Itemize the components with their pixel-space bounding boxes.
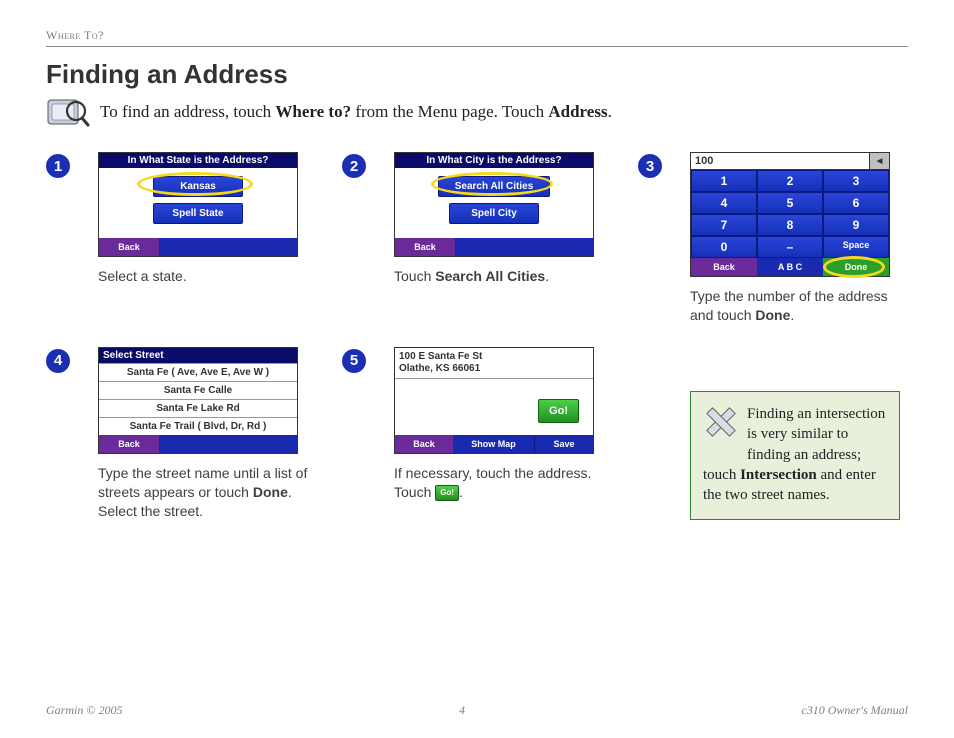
- footer-spacer: [159, 435, 297, 453]
- tip-cell: Finding an intersection is very similar …: [690, 391, 910, 520]
- key-3[interactable]: 3: [823, 170, 889, 192]
- key-0[interactable]: 0: [691, 236, 757, 258]
- step-4-screen-header: Select Street: [99, 348, 297, 363]
- spell-state-button[interactable]: Spell State: [153, 203, 243, 224]
- search-all-cities-button[interactable]: Search All Cities: [438, 176, 551, 197]
- page-title: Finding an Address: [46, 59, 908, 90]
- address-title: 100 E Santa Fe St Olathe, KS 66061: [395, 348, 593, 379]
- key-space[interactable]: Space: [823, 236, 889, 258]
- key-5[interactable]: 5: [757, 192, 823, 214]
- step-3-block: 100 ◄ 1 2 3 4 5 6 7 8 9 0 – Space Back A…: [690, 152, 910, 325]
- street-item[interactable]: Santa Fe Lake Rd: [99, 399, 297, 417]
- key-6[interactable]: 6: [823, 192, 889, 214]
- footer-page-number: 4: [459, 703, 465, 718]
- step-number-2: 2: [342, 154, 366, 178]
- step-1-caption: Select a state.: [98, 267, 318, 286]
- backspace-button[interactable]: ◄: [869, 153, 889, 169]
- step-number-3: 3: [638, 154, 662, 178]
- street-item[interactable]: Santa Fe Trail ( Blvd, Dr, Rd ): [99, 417, 297, 435]
- step-1-screen-header: In What State is the Address?: [99, 153, 297, 168]
- state-button[interactable]: Kansas: [153, 176, 243, 197]
- street-item[interactable]: Santa Fe Calle: [99, 381, 297, 399]
- key-4[interactable]: 4: [691, 192, 757, 214]
- go-button[interactable]: Go!: [538, 399, 579, 423]
- back-button[interactable]: Back: [99, 238, 159, 256]
- save-button[interactable]: Save: [534, 435, 593, 453]
- intersection-tip-box: Finding an intersection is very similar …: [690, 391, 900, 520]
- step-1-screen: In What State is the Address? Kansas Spe…: [98, 152, 298, 257]
- back-button[interactable]: Back: [395, 435, 453, 453]
- step-2-block: In What City is the Address? Search All …: [394, 152, 614, 286]
- step-5-screen: 100 E Santa Fe St Olathe, KS 66061 Go! B…: [394, 347, 594, 454]
- intersection-icon: [703, 404, 739, 446]
- step-number-5: 5: [342, 349, 366, 373]
- done-button[interactable]: Done: [823, 258, 889, 276]
- back-button[interactable]: Back: [395, 238, 455, 256]
- key-1[interactable]: 1: [691, 170, 757, 192]
- key-9[interactable]: 9: [823, 214, 889, 236]
- key-2[interactable]: 2: [757, 170, 823, 192]
- spell-city-button[interactable]: Spell City: [449, 203, 539, 224]
- footer-manual-title: c310 Owner's Manual: [801, 703, 908, 718]
- go-button-inline-icon: Go!: [435, 485, 459, 502]
- step-5-caption: If necessary, touch the address. Touch G…: [394, 464, 614, 502]
- step-number-1: 1: [46, 154, 70, 178]
- key-dash[interactable]: –: [757, 236, 823, 258]
- footer-spacer: [159, 238, 297, 256]
- steps-grid: 1 In What State is the Address? Kansas S…: [46, 152, 908, 520]
- header-rule: [46, 46, 908, 47]
- key-8[interactable]: 8: [757, 214, 823, 236]
- step-4-caption: Type the street name until a list of str…: [98, 464, 318, 521]
- step-4-block: Select Street Santa Fe ( Ave, Ave E, Ave…: [98, 347, 318, 521]
- back-button[interactable]: Back: [99, 435, 159, 453]
- step-4-screen: Select Street Santa Fe ( Ave, Ave E, Ave…: [98, 347, 298, 454]
- step-number-4: 4: [46, 349, 70, 373]
- step-5-block: 100 E Santa Fe St Olathe, KS 66061 Go! B…: [394, 347, 614, 502]
- abc-button[interactable]: A B C: [757, 258, 823, 276]
- street-item[interactable]: Santa Fe ( Ave, Ave E, Ave W ): [99, 363, 297, 381]
- keypad-display: 100: [691, 153, 869, 169]
- back-button[interactable]: Back: [691, 258, 757, 276]
- step-3-caption: Type the number of the address and touch…: [690, 287, 910, 325]
- step-3-keypad: 100 ◄ 1 2 3 4 5 6 7 8 9 0 – Space Back A…: [690, 152, 890, 277]
- step-2-screen: In What City is the Address? Search All …: [394, 152, 594, 257]
- magnifier-device-icon: [46, 94, 90, 130]
- page-footer: Garmin © 2005 4 c310 Owner's Manual: [46, 703, 908, 718]
- key-7[interactable]: 7: [691, 214, 757, 236]
- show-map-button[interactable]: Show Map: [453, 435, 534, 453]
- step-2-caption: Touch Search All Cities.: [394, 267, 614, 286]
- step-2-screen-header: In What City is the Address?: [395, 153, 593, 168]
- intro-text: To find an address, touch Where to? from…: [100, 102, 612, 122]
- footer-copyright: Garmin © 2005: [46, 703, 122, 718]
- step-1-block: In What State is the Address? Kansas Spe…: [98, 152, 318, 286]
- section-header-label: Where To?: [46, 28, 908, 43]
- footer-spacer: [455, 238, 593, 256]
- intro-row: To find an address, touch Where to? from…: [46, 94, 908, 130]
